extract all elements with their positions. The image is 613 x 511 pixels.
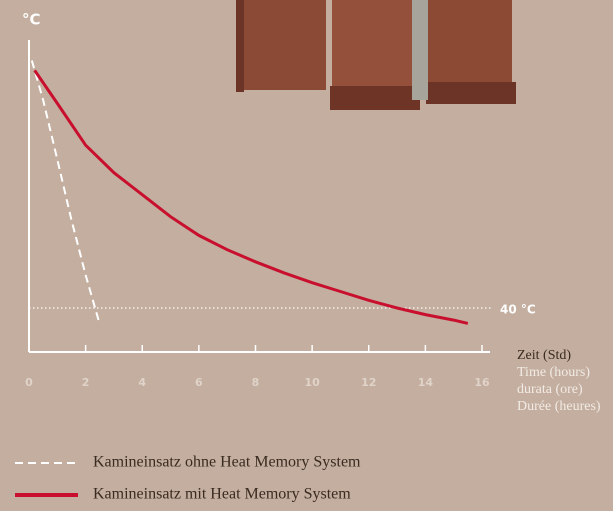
y-axis-label: °C	[22, 11, 41, 29]
x-tick-label: 0	[25, 376, 33, 389]
x-axis-label: Time (hours)	[517, 365, 590, 380]
x-tick-label: 12	[361, 376, 376, 389]
x-tick-label: 8	[252, 376, 260, 389]
chart: °C 0 2 4 6 8 10 12 14 16 Zeit (Std) Time (hours) du…	[0, 0, 613, 511]
legend-label: Kamineinsatz ohne Heat Memory System	[93, 454, 361, 471]
x-tick-label: 16	[474, 376, 490, 389]
x-axis-label: Durée (heures)	[517, 399, 601, 414]
x-tick-label: 6	[195, 376, 203, 389]
reference-label: 40 °C	[500, 303, 536, 317]
x-tick-label: 4	[138, 376, 146, 389]
x-axis-label: Zeit (Std)	[517, 348, 571, 363]
x-tick-label: 2	[82, 376, 90, 389]
x-axis-label: durata (ore)	[517, 382, 583, 397]
x-tick-label: 10	[304, 376, 320, 389]
legend-label: Kamineinsatz mit Heat Memory System	[93, 486, 351, 503]
x-tick-label: 14	[418, 376, 434, 389]
